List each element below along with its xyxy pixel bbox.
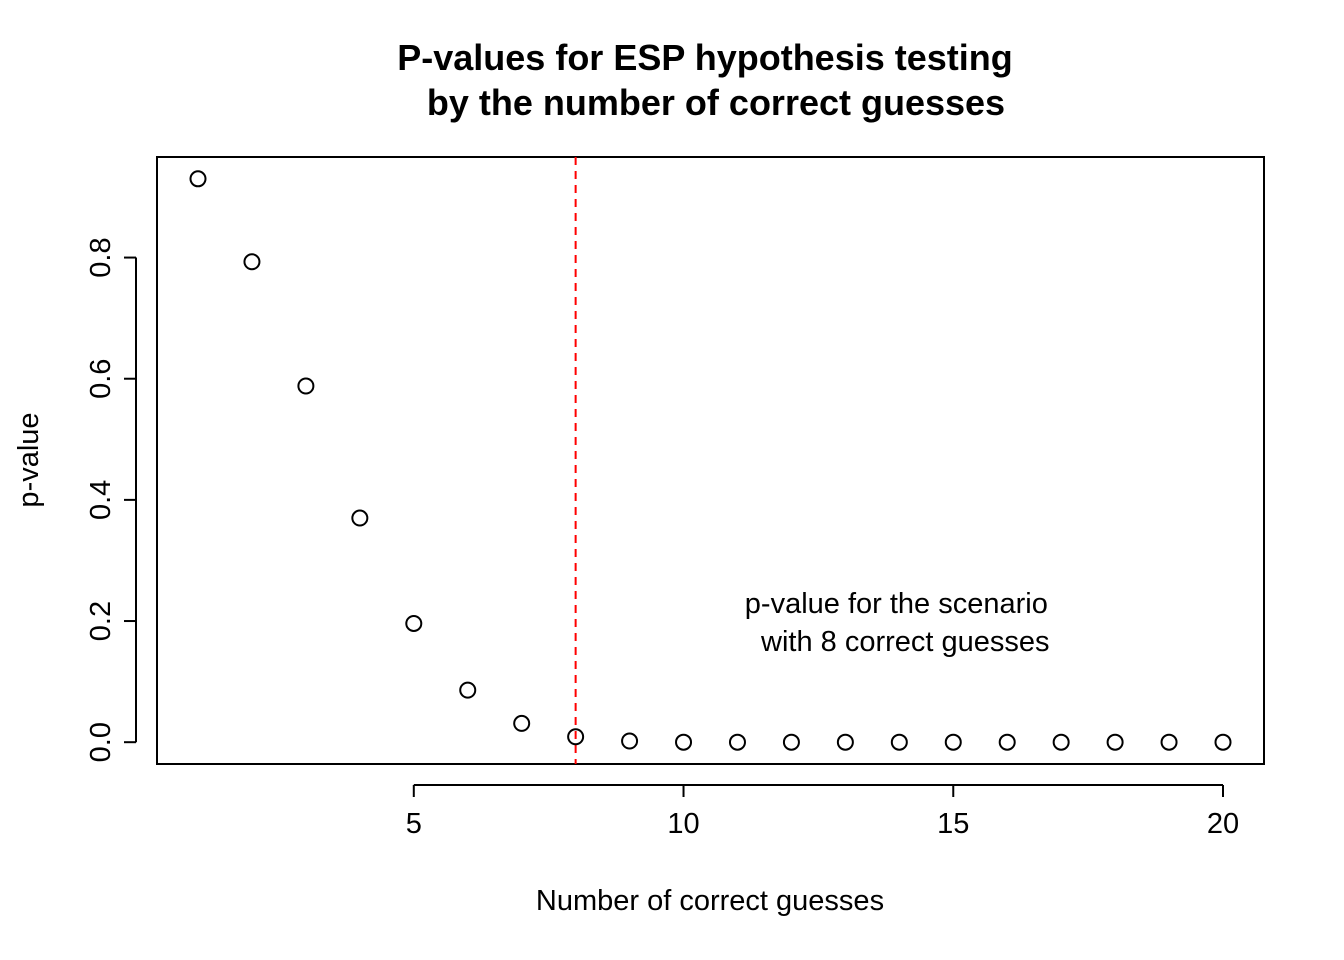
data-points: [189, 170, 1232, 751]
data-point: [728, 733, 746, 751]
data-point: [351, 509, 369, 527]
annotation-line-2: with 8 correct guesses: [760, 626, 1050, 658]
y-tick-label: 0.2: [85, 601, 117, 641]
x-tick-label: 20: [1207, 808, 1239, 840]
y-tick-label: 0.4: [85, 480, 117, 520]
data-point: [1214, 733, 1232, 751]
y-tick-label: 0.6: [85, 359, 117, 399]
chart-title-line-1: P-values for ESP hypothesis testing: [397, 37, 1013, 78]
data-point: [243, 253, 261, 271]
x-axis-label: Number of correct guesses: [536, 885, 884, 917]
data-point: [1052, 733, 1070, 751]
data-point: [459, 681, 477, 699]
data-point: [944, 733, 962, 751]
annotation: p-value for the scenario with 8 correct …: [745, 588, 1050, 658]
chart-title: P-values for ESP hypothesis testing by t…: [397, 37, 1013, 123]
data-point: [405, 614, 423, 632]
data-point: [1160, 733, 1178, 751]
y-tick-label: 0.0: [85, 722, 117, 762]
data-point: [675, 733, 693, 751]
data-point: [782, 733, 800, 751]
x-tick-label: 5: [406, 808, 422, 840]
y-axis: 0.0 0.2 0.4 0.6 0.8: [85, 237, 137, 762]
data-point: [998, 733, 1016, 751]
data-point: [189, 170, 207, 188]
data-point: [621, 732, 639, 750]
data-point: [513, 714, 531, 732]
x-axis: 5 10 15 20: [406, 784, 1239, 840]
annotation-line-1: p-value for the scenario: [745, 588, 1048, 620]
y-axis-label: p-value: [13, 412, 45, 507]
data-point: [1106, 733, 1124, 751]
data-point: [297, 377, 315, 395]
y-tick-label: 0.8: [85, 237, 117, 277]
chart-title-line-2: by the number of correct guesses: [427, 82, 1005, 123]
x-tick-label: 15: [937, 808, 969, 840]
data-point: [836, 733, 854, 751]
plot-frame: [156, 156, 1265, 765]
x-tick-label: 10: [667, 808, 699, 840]
data-point: [890, 733, 908, 751]
data-point: [567, 728, 585, 746]
